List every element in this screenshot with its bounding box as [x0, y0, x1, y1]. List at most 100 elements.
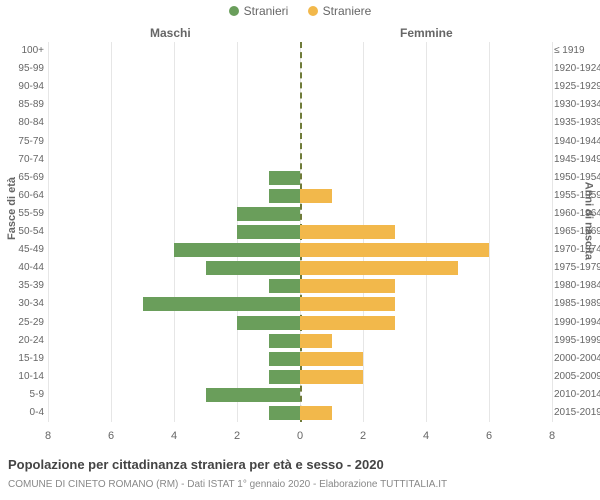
bar-female	[300, 297, 395, 311]
bar-male	[269, 370, 301, 384]
age-label: 60-64	[6, 187, 44, 205]
bar-male	[269, 406, 301, 420]
chart-container: Stranieri Straniere Maschi Femmine Fasce…	[0, 0, 600, 500]
pyramid-row: 15-192000-2004	[48, 350, 552, 368]
pyramid-row: 20-241995-1999	[48, 332, 552, 350]
birth-year-label: 1985-1989	[554, 295, 600, 313]
bar-female	[300, 261, 458, 275]
x-tick-label: 0	[297, 430, 303, 442]
age-label: 100+	[6, 42, 44, 60]
bar-male	[237, 316, 300, 330]
birth-year-label: 2010-2014	[554, 386, 600, 404]
birth-year-label: 1950-1954	[554, 169, 600, 187]
birth-year-label: ≤ 1919	[554, 42, 600, 60]
pyramid-row: 65-691950-1954	[48, 169, 552, 187]
birth-year-label: 2000-2004	[554, 350, 600, 368]
birth-year-label: 1990-1994	[554, 314, 600, 332]
age-label: 15-19	[6, 350, 44, 368]
x-tick-label: 4	[423, 430, 429, 442]
age-label: 55-59	[6, 205, 44, 223]
birth-year-label: 1930-1934	[554, 96, 600, 114]
birth-year-label: 1970-1974	[554, 241, 600, 259]
legend-dot-female	[308, 6, 318, 16]
bar-female	[300, 225, 395, 239]
legend-item-female: Straniere	[308, 4, 372, 18]
bar-female	[300, 243, 489, 257]
x-tick-label: 6	[108, 430, 114, 442]
bar-male	[174, 243, 300, 257]
age-label: 75-79	[6, 133, 44, 151]
bar-male	[143, 297, 301, 311]
age-label: 80-84	[6, 114, 44, 132]
pyramid-chart: 864202468100+≤ 191995-991920-192490-9419…	[48, 42, 552, 442]
pyramid-row: 5-92010-2014	[48, 386, 552, 404]
bar-male	[237, 207, 300, 221]
pyramid-row: 75-791940-1944	[48, 133, 552, 151]
pyramid-row: 85-891930-1934	[48, 96, 552, 114]
x-tick-label: 2	[234, 430, 240, 442]
pyramid-row: 90-941925-1929	[48, 78, 552, 96]
age-label: 30-34	[6, 295, 44, 313]
bar-female	[300, 316, 395, 330]
bar-male	[206, 261, 301, 275]
legend-label-male: Stranieri	[244, 4, 289, 18]
age-label: 35-39	[6, 277, 44, 295]
birth-year-label: 2005-2009	[554, 368, 600, 386]
pyramid-row: 0-42015-2019	[48, 404, 552, 422]
birth-year-label: 1920-1924	[554, 60, 600, 78]
birth-year-label: 1960-1964	[554, 205, 600, 223]
age-label: 25-29	[6, 314, 44, 332]
bar-female	[300, 189, 332, 203]
grid-line	[552, 42, 553, 422]
bar-male	[269, 352, 301, 366]
bar-female	[300, 370, 363, 384]
pyramid-row: 80-841935-1939	[48, 114, 552, 132]
birth-year-label: 1995-1999	[554, 332, 600, 350]
birth-year-label: 1935-1939	[554, 114, 600, 132]
bar-male	[269, 189, 301, 203]
x-tick-label: 8	[549, 430, 555, 442]
x-tick-label: 6	[486, 430, 492, 442]
birth-year-label: 2015-2019	[554, 404, 600, 422]
chart-subcaption: COMUNE DI CINETO ROMANO (RM) - Dati ISTA…	[8, 479, 592, 490]
pyramid-row: 100+≤ 1919	[48, 42, 552, 60]
birth-year-label: 1980-1984	[554, 277, 600, 295]
age-label: 65-69	[6, 169, 44, 187]
bar-female	[300, 406, 332, 420]
chart-caption: Popolazione per cittadinanza straniera p…	[8, 457, 592, 472]
legend-label-female: Straniere	[323, 4, 372, 18]
age-label: 40-44	[6, 259, 44, 277]
age-label: 10-14	[6, 368, 44, 386]
birth-year-label: 1945-1949	[554, 151, 600, 169]
age-label: 50-54	[6, 223, 44, 241]
pyramid-row: 25-291990-1994	[48, 314, 552, 332]
pyramid-row: 60-641955-1959	[48, 187, 552, 205]
x-tick-label: 2	[360, 430, 366, 442]
age-label: 70-74	[6, 151, 44, 169]
birth-year-label: 1940-1944	[554, 133, 600, 151]
age-label: 95-99	[6, 60, 44, 78]
bar-male	[269, 171, 301, 185]
pyramid-row: 70-741945-1949	[48, 151, 552, 169]
pyramid-row: 95-991920-1924	[48, 60, 552, 78]
pyramid-row: 40-441975-1979	[48, 259, 552, 277]
legend-item-male: Stranieri	[229, 4, 289, 18]
pyramid-row: 55-591960-1964	[48, 205, 552, 223]
birth-year-label: 1965-1969	[554, 223, 600, 241]
age-label: 20-24	[6, 332, 44, 350]
bar-male	[237, 225, 300, 239]
bar-male	[269, 334, 301, 348]
legend: Stranieri Straniere	[0, 4, 600, 19]
birth-year-label: 1955-1959	[554, 187, 600, 205]
age-label: 5-9	[6, 386, 44, 404]
birth-year-label: 1925-1929	[554, 78, 600, 96]
bar-female	[300, 352, 363, 366]
pyramid-row: 50-541965-1969	[48, 223, 552, 241]
x-tick-label: 8	[45, 430, 51, 442]
bar-female	[300, 334, 332, 348]
column-header-male: Maschi	[150, 26, 191, 40]
age-label: 85-89	[6, 96, 44, 114]
age-label: 0-4	[6, 404, 44, 422]
age-label: 90-94	[6, 78, 44, 96]
legend-dot-male	[229, 6, 239, 16]
